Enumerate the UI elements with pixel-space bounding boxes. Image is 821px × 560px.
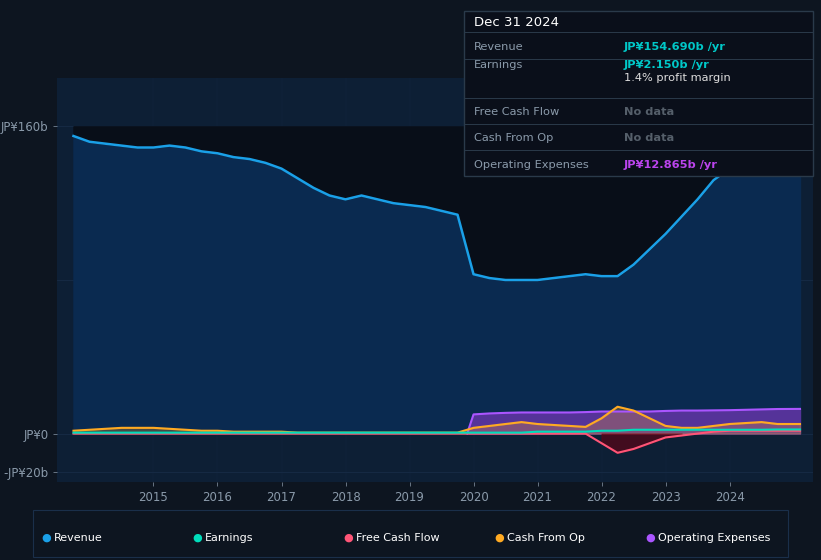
Text: Earnings: Earnings [205, 533, 254, 543]
Text: ●: ● [41, 533, 51, 543]
Text: JP¥12.865b /yr: JP¥12.865b /yr [624, 160, 718, 170]
Text: ●: ● [494, 533, 504, 543]
Text: 1.4% profit margin: 1.4% profit margin [624, 73, 731, 83]
Text: ●: ● [645, 533, 655, 543]
Text: Revenue: Revenue [54, 533, 103, 543]
Text: JP¥154.690b /yr: JP¥154.690b /yr [624, 42, 726, 52]
Text: Cash From Op: Cash From Op [507, 533, 585, 543]
Text: No data: No data [624, 108, 674, 117]
Text: Free Cash Flow: Free Cash Flow [474, 108, 559, 117]
Text: ●: ● [192, 533, 202, 543]
Text: Operating Expenses: Operating Expenses [658, 533, 771, 543]
Text: Free Cash Flow: Free Cash Flow [356, 533, 440, 543]
Text: JP¥2.150b /yr: JP¥2.150b /yr [624, 60, 710, 71]
Text: Cash From Op: Cash From Op [474, 133, 553, 143]
Text: Revenue: Revenue [474, 42, 523, 52]
Text: Earnings: Earnings [474, 60, 523, 71]
Text: Dec 31 2024: Dec 31 2024 [474, 16, 559, 29]
Text: Operating Expenses: Operating Expenses [474, 160, 589, 170]
Text: No data: No data [624, 133, 674, 143]
Text: ●: ● [343, 533, 353, 543]
